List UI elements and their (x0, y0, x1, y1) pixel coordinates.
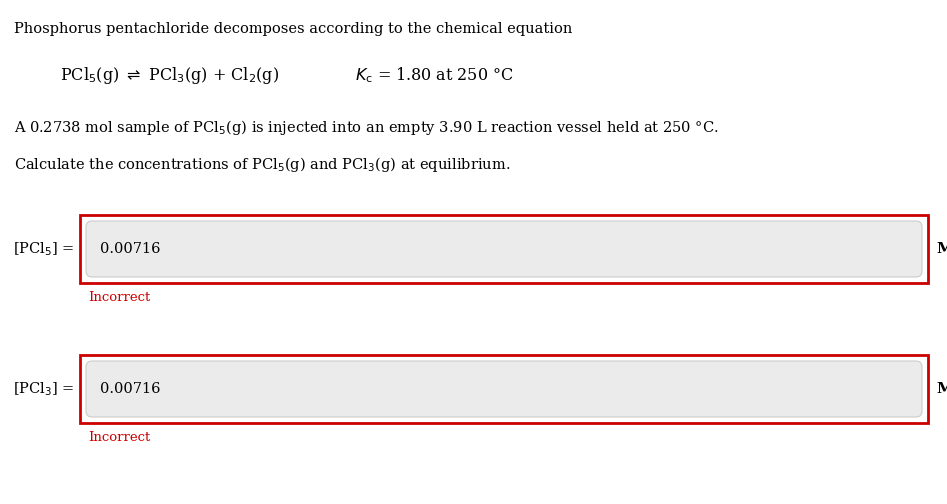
Text: 0.00716: 0.00716 (100, 242, 160, 256)
Text: M: M (936, 242, 947, 256)
Text: Calculate the concentrations of PCl$_5$(g) and PCl$_3$(g) at equilibrium.: Calculate the concentrations of PCl$_5$(… (14, 155, 510, 174)
Text: $\mathit{K}_\mathrm{c}$ = 1.80 at 250 °C: $\mathit{K}_\mathrm{c}$ = 1.80 at 250 °C (355, 65, 513, 85)
Text: PCl$_5$(g) $\rightleftharpoons$ PCl$_3$(g) + Cl$_2$(g): PCl$_5$(g) $\rightleftharpoons$ PCl$_3$(… (60, 65, 279, 86)
Text: 0.00716: 0.00716 (100, 382, 160, 396)
FancyBboxPatch shape (86, 361, 922, 417)
Text: [PCl$_3$] =: [PCl$_3$] = (13, 380, 75, 398)
Text: Phosphorus pentachloride decomposes according to the chemical equation: Phosphorus pentachloride decomposes acco… (14, 22, 572, 36)
FancyBboxPatch shape (86, 221, 922, 277)
Bar (80, 215, 928, 283)
Bar (80, 355, 928, 423)
Text: M: M (936, 382, 947, 396)
Text: Incorrect: Incorrect (88, 431, 151, 444)
Text: A 0.2738 mol sample of PCl$_5$(g) is injected into an empty 3.90 L reaction vess: A 0.2738 mol sample of PCl$_5$(g) is inj… (14, 118, 719, 137)
Text: [PCl$_5$] =: [PCl$_5$] = (13, 240, 75, 258)
Text: Incorrect: Incorrect (88, 291, 151, 304)
